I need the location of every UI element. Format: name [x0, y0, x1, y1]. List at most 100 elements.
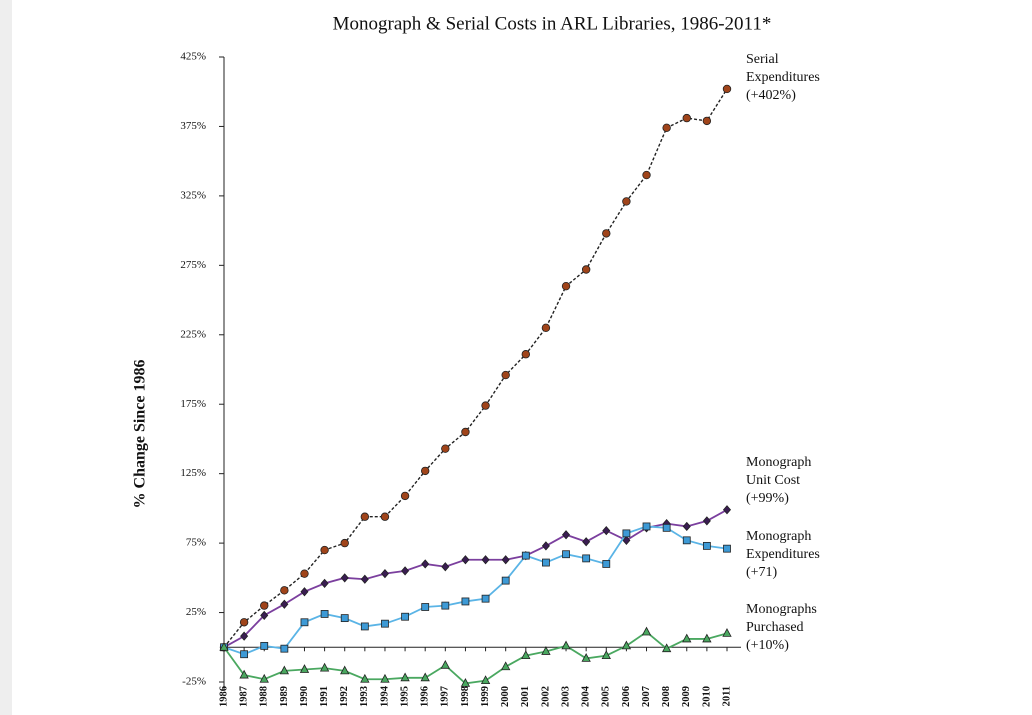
point: [501, 661, 511, 671]
point: [702, 541, 711, 550]
y-tick-label: -25%: [182, 676, 206, 688]
point: [501, 555, 510, 565]
point: [280, 599, 289, 609]
point: [340, 665, 350, 675]
point: [480, 675, 491, 685]
x-tick-label: 2009: [681, 686, 692, 707]
point: [541, 323, 551, 333]
point: [239, 618, 249, 627]
point: [601, 650, 611, 660]
series-label: Serial: [746, 52, 779, 67]
point: [682, 536, 691, 545]
x-tick-label: 1986: [218, 686, 229, 707]
point: [421, 603, 430, 611]
y-tick-label: 175%: [180, 398, 206, 410]
point: [401, 612, 409, 621]
series-label: Monograph: [746, 455, 811, 470]
series-label: Unit Cost: [746, 473, 800, 488]
x-tick-label: 1990: [299, 686, 310, 707]
x-tick-label: 1996: [420, 686, 431, 707]
point: [320, 610, 329, 618]
point: [562, 530, 571, 540]
point: [280, 586, 289, 595]
point: [380, 569, 389, 579]
x-tick-label: 1989: [279, 686, 290, 707]
y-axis-label: % Change Since 1986: [132, 360, 149, 509]
point: [260, 610, 269, 620]
point: [421, 466, 430, 476]
point: [240, 650, 249, 659]
point: [622, 535, 631, 545]
y-tick-label: 425%: [180, 51, 206, 63]
series-label: Expenditures: [746, 70, 820, 85]
point: [299, 664, 310, 673]
point: [481, 555, 490, 565]
y-tick-label: 275%: [180, 259, 206, 271]
point: [581, 265, 591, 274]
y-tick-label: 25%: [186, 606, 206, 618]
series-label: (+99%): [746, 491, 789, 506]
point: [260, 641, 269, 650]
x-tick-label: 2011: [721, 686, 732, 706]
x-tick-label: 2007: [641, 686, 652, 707]
y-tick-label: 325%: [180, 189, 206, 201]
point: [562, 550, 570, 559]
series-line: [223, 88, 728, 648]
series-label: (+402%): [746, 88, 796, 103]
point: [441, 444, 450, 453]
x-tick-label: 2001: [520, 686, 531, 707]
point: [441, 562, 450, 572]
point: [602, 229, 611, 238]
point: [642, 522, 651, 531]
x-tick-label: 1994: [379, 685, 390, 707]
point: [440, 659, 450, 669]
point: [521, 350, 530, 359]
y-tick-label: 375%: [180, 120, 206, 132]
point: [320, 578, 329, 588]
x-tick-label: 2002: [540, 686, 551, 707]
point: [320, 545, 329, 555]
point: [360, 512, 370, 521]
chart-title: Monograph & Serial Costs in ARL Librarie…: [333, 13, 772, 34]
series-label: Monographs: [746, 602, 817, 617]
point: [380, 673, 390, 683]
point: [641, 626, 652, 636]
point: [682, 633, 692, 643]
series-label: (+71): [746, 565, 778, 580]
x-tick-label: 2010: [701, 686, 712, 707]
point: [300, 587, 309, 597]
point: [642, 170, 651, 180]
point: [461, 597, 470, 606]
page-border: [0, 0, 12, 715]
point: [723, 544, 731, 553]
series-line: [223, 630, 728, 685]
point: [561, 281, 571, 291]
point: [702, 516, 711, 526]
point: [521, 650, 531, 660]
point: [582, 554, 591, 563]
x-tick-label: 1999: [480, 686, 491, 707]
point: [501, 576, 510, 585]
point: [662, 523, 671, 532]
x-tick-label: 1987: [239, 686, 250, 707]
series-label: (+10%): [746, 638, 789, 653]
point: [602, 526, 611, 536]
x-tick-label: 2005: [601, 686, 612, 707]
point: [279, 665, 290, 675]
point: [421, 559, 430, 569]
point: [400, 491, 410, 501]
point: [280, 644, 289, 653]
point: [259, 673, 269, 683]
point: [541, 646, 551, 655]
series-label: Expenditures: [746, 547, 820, 562]
x-tick-label: 2004: [581, 685, 592, 707]
point: [722, 84, 732, 94]
point: [340, 573, 349, 583]
point: [582, 537, 591, 547]
point: [239, 669, 249, 679]
y-tick-label: 75%: [186, 537, 206, 549]
point: [260, 601, 269, 610]
point: [360, 673, 370, 683]
